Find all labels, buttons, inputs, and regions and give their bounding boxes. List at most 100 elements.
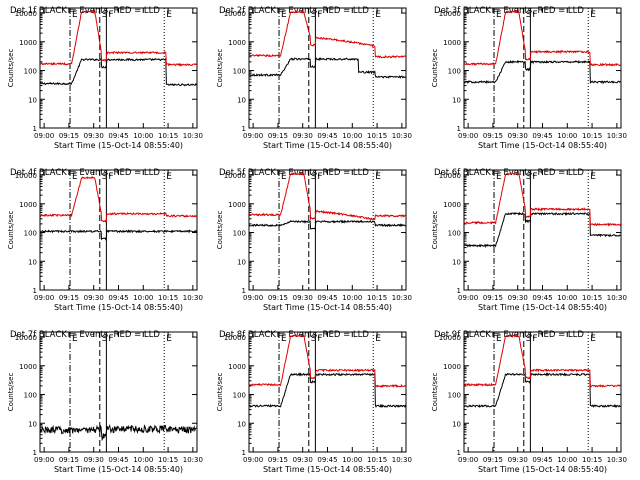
x-axis-label: Start Time (15-Oct-14 08:55:40) [54, 303, 183, 312]
chart-panel-8: Det 8f BLACK = Events, RED = LLD11010010… [216, 330, 412, 474]
chart-title: Det 4f BLACK = Events, RED = LLD [10, 168, 160, 178]
x-tick-label: 09:15 [483, 294, 503, 302]
event-marker-label: F [532, 10, 537, 20]
x-axis-label: Start Time (15-Oct-14 08:55:40) [478, 303, 607, 312]
x-tick-label: 10:00 [557, 132, 577, 140]
y-tick-label: 1 [242, 287, 246, 295]
x-tick-label: 10:30 [392, 132, 412, 140]
y-axis-label: Counts/sec [216, 373, 224, 412]
event-marker-label: E [72, 172, 78, 182]
y-tick-label: 1 [242, 125, 246, 133]
plot-frame [463, 331, 622, 453]
y-tick-label: 1000 [19, 39, 37, 47]
x-tick-label: 10:30 [607, 132, 627, 140]
chart-panel-2: Det 2f BLACK = Events, RED = LLD 1 10 100 10… [216, 6, 412, 150]
y-tick-label: 1000 [443, 39, 461, 47]
y-tick-label: 1000 [443, 363, 461, 371]
x-axis-label: Start Time (15-Oct-14 08:55:40) [478, 465, 607, 474]
chart-title: Det 7f BLACK = Events, RED = LLD [10, 330, 160, 340]
plot-frame [248, 169, 407, 291]
chart-panel-6: Det 6f BLACK = Events, RED = LLD 1 10 100 10… [431, 168, 627, 312]
y-tick-label: 100 [24, 392, 37, 400]
event-marker-label: E [72, 334, 78, 344]
lld-series-line [463, 172, 621, 227]
events-series-line [40, 229, 197, 241]
event-marker-label: S [311, 334, 317, 344]
x-tick-label: 10:15 [158, 132, 178, 140]
lld-series-line [464, 9, 621, 67]
x-tick-label: 09:00 [34, 294, 54, 302]
y-axis-label: Counts/sec [7, 373, 15, 412]
y-tick-label: 1000 [228, 39, 246, 47]
y-tick-label: 100 [448, 68, 461, 76]
event-marker-label: F [108, 10, 113, 20]
y-axis-label: Counts/sec [7, 211, 15, 250]
event-marker-label: E [166, 10, 172, 20]
y-tick-label: 10000 [224, 10, 246, 18]
y-tick-label: 10000 [15, 172, 37, 180]
y-tick-label: 10 [452, 96, 461, 104]
event-marker-label: E [72, 10, 78, 20]
x-tick-label: 10:15 [158, 456, 178, 464]
y-axis-label: Counts/sec [431, 211, 439, 250]
x-tick-label: 10:00 [133, 132, 153, 140]
x-tick-label: 10:15 [367, 294, 387, 302]
x-axis-label: Start Time (15-Oct-14 08:55:40) [54, 465, 183, 474]
x-tick-label: 10:00 [133, 456, 153, 464]
event-marker-label: S [102, 334, 108, 344]
y-tick-label: 10 [28, 258, 37, 266]
chart-title: Det 6f BLACK = Events, RED = LLD [434, 168, 584, 178]
lld-series-line [249, 171, 406, 221]
y-axis-label: Counts/sec [431, 49, 439, 88]
y-tick-label: 10 [452, 420, 461, 428]
event-marker-label: E [166, 334, 172, 344]
x-tick-label: 09:45 [317, 456, 337, 464]
x-tick-label: 10:15 [367, 132, 387, 140]
x-tick-label: 09:15 [59, 132, 79, 140]
chart-panel-7: Det 7f BLACK = Events, RED = LLD 1 10 100 10… [7, 330, 203, 474]
x-axis-label: Start Time (15-Oct-14 08:55:40) [263, 465, 392, 474]
y-tick-label: 100 [24, 230, 37, 238]
plot-frame [248, 7, 407, 129]
event-marker-label: F [317, 172, 322, 182]
y-tick-label: 100 [448, 392, 461, 400]
event-marker-label: E [590, 172, 596, 182]
y-tick-label: 1000 [228, 363, 246, 371]
events-series-line [39, 424, 197, 442]
event-marker-label: S [311, 172, 317, 182]
lld-series-line [39, 176, 197, 223]
event-marker-label: F [108, 172, 113, 182]
y-tick-label: 100 [233, 68, 246, 76]
y-tick-label: 10000 [15, 10, 37, 18]
y-tick-label: 10000 [224, 334, 246, 342]
plot-frame [39, 331, 198, 453]
events-series-line [463, 372, 621, 408]
chart-panel-1: Det 1f BLACK = Events, RED = LLD11010010… [7, 6, 203, 150]
events-series-line [39, 57, 197, 87]
x-tick-label: 10:00 [557, 456, 577, 464]
event-marker-label: E [281, 334, 287, 344]
event-marker-label: E [590, 334, 596, 344]
x-tick-label: 10:00 [342, 132, 362, 140]
x-axis-label: Start Time (15-Oct-14 08:55:40) [54, 141, 183, 150]
events-series-line [249, 372, 406, 409]
x-tick-label: 09:15 [268, 456, 288, 464]
chart-panel-3: Det 3f BLACK = Events, RED = LLD11010010… [431, 6, 627, 150]
x-tick-label: 09:00 [34, 132, 54, 140]
y-tick-label: 1000 [443, 201, 461, 209]
y-tick-label: 1000 [228, 201, 246, 209]
plot-frame [463, 169, 622, 291]
event-marker-label: E [496, 172, 502, 182]
x-tick-label: 09:00 [243, 132, 263, 140]
lld-series-line [248, 9, 406, 59]
event-marker-label: E [375, 10, 381, 20]
events-series-line [248, 219, 406, 231]
event-marker-label: F [532, 334, 537, 344]
y-tick-label: 10000 [224, 172, 246, 180]
event-marker-label: S [526, 10, 532, 20]
x-tick-label: 09:45 [108, 294, 128, 302]
lld-series-line [40, 9, 197, 67]
event-marker-label: S [526, 334, 532, 344]
x-tick-label: 09:45 [532, 456, 552, 464]
